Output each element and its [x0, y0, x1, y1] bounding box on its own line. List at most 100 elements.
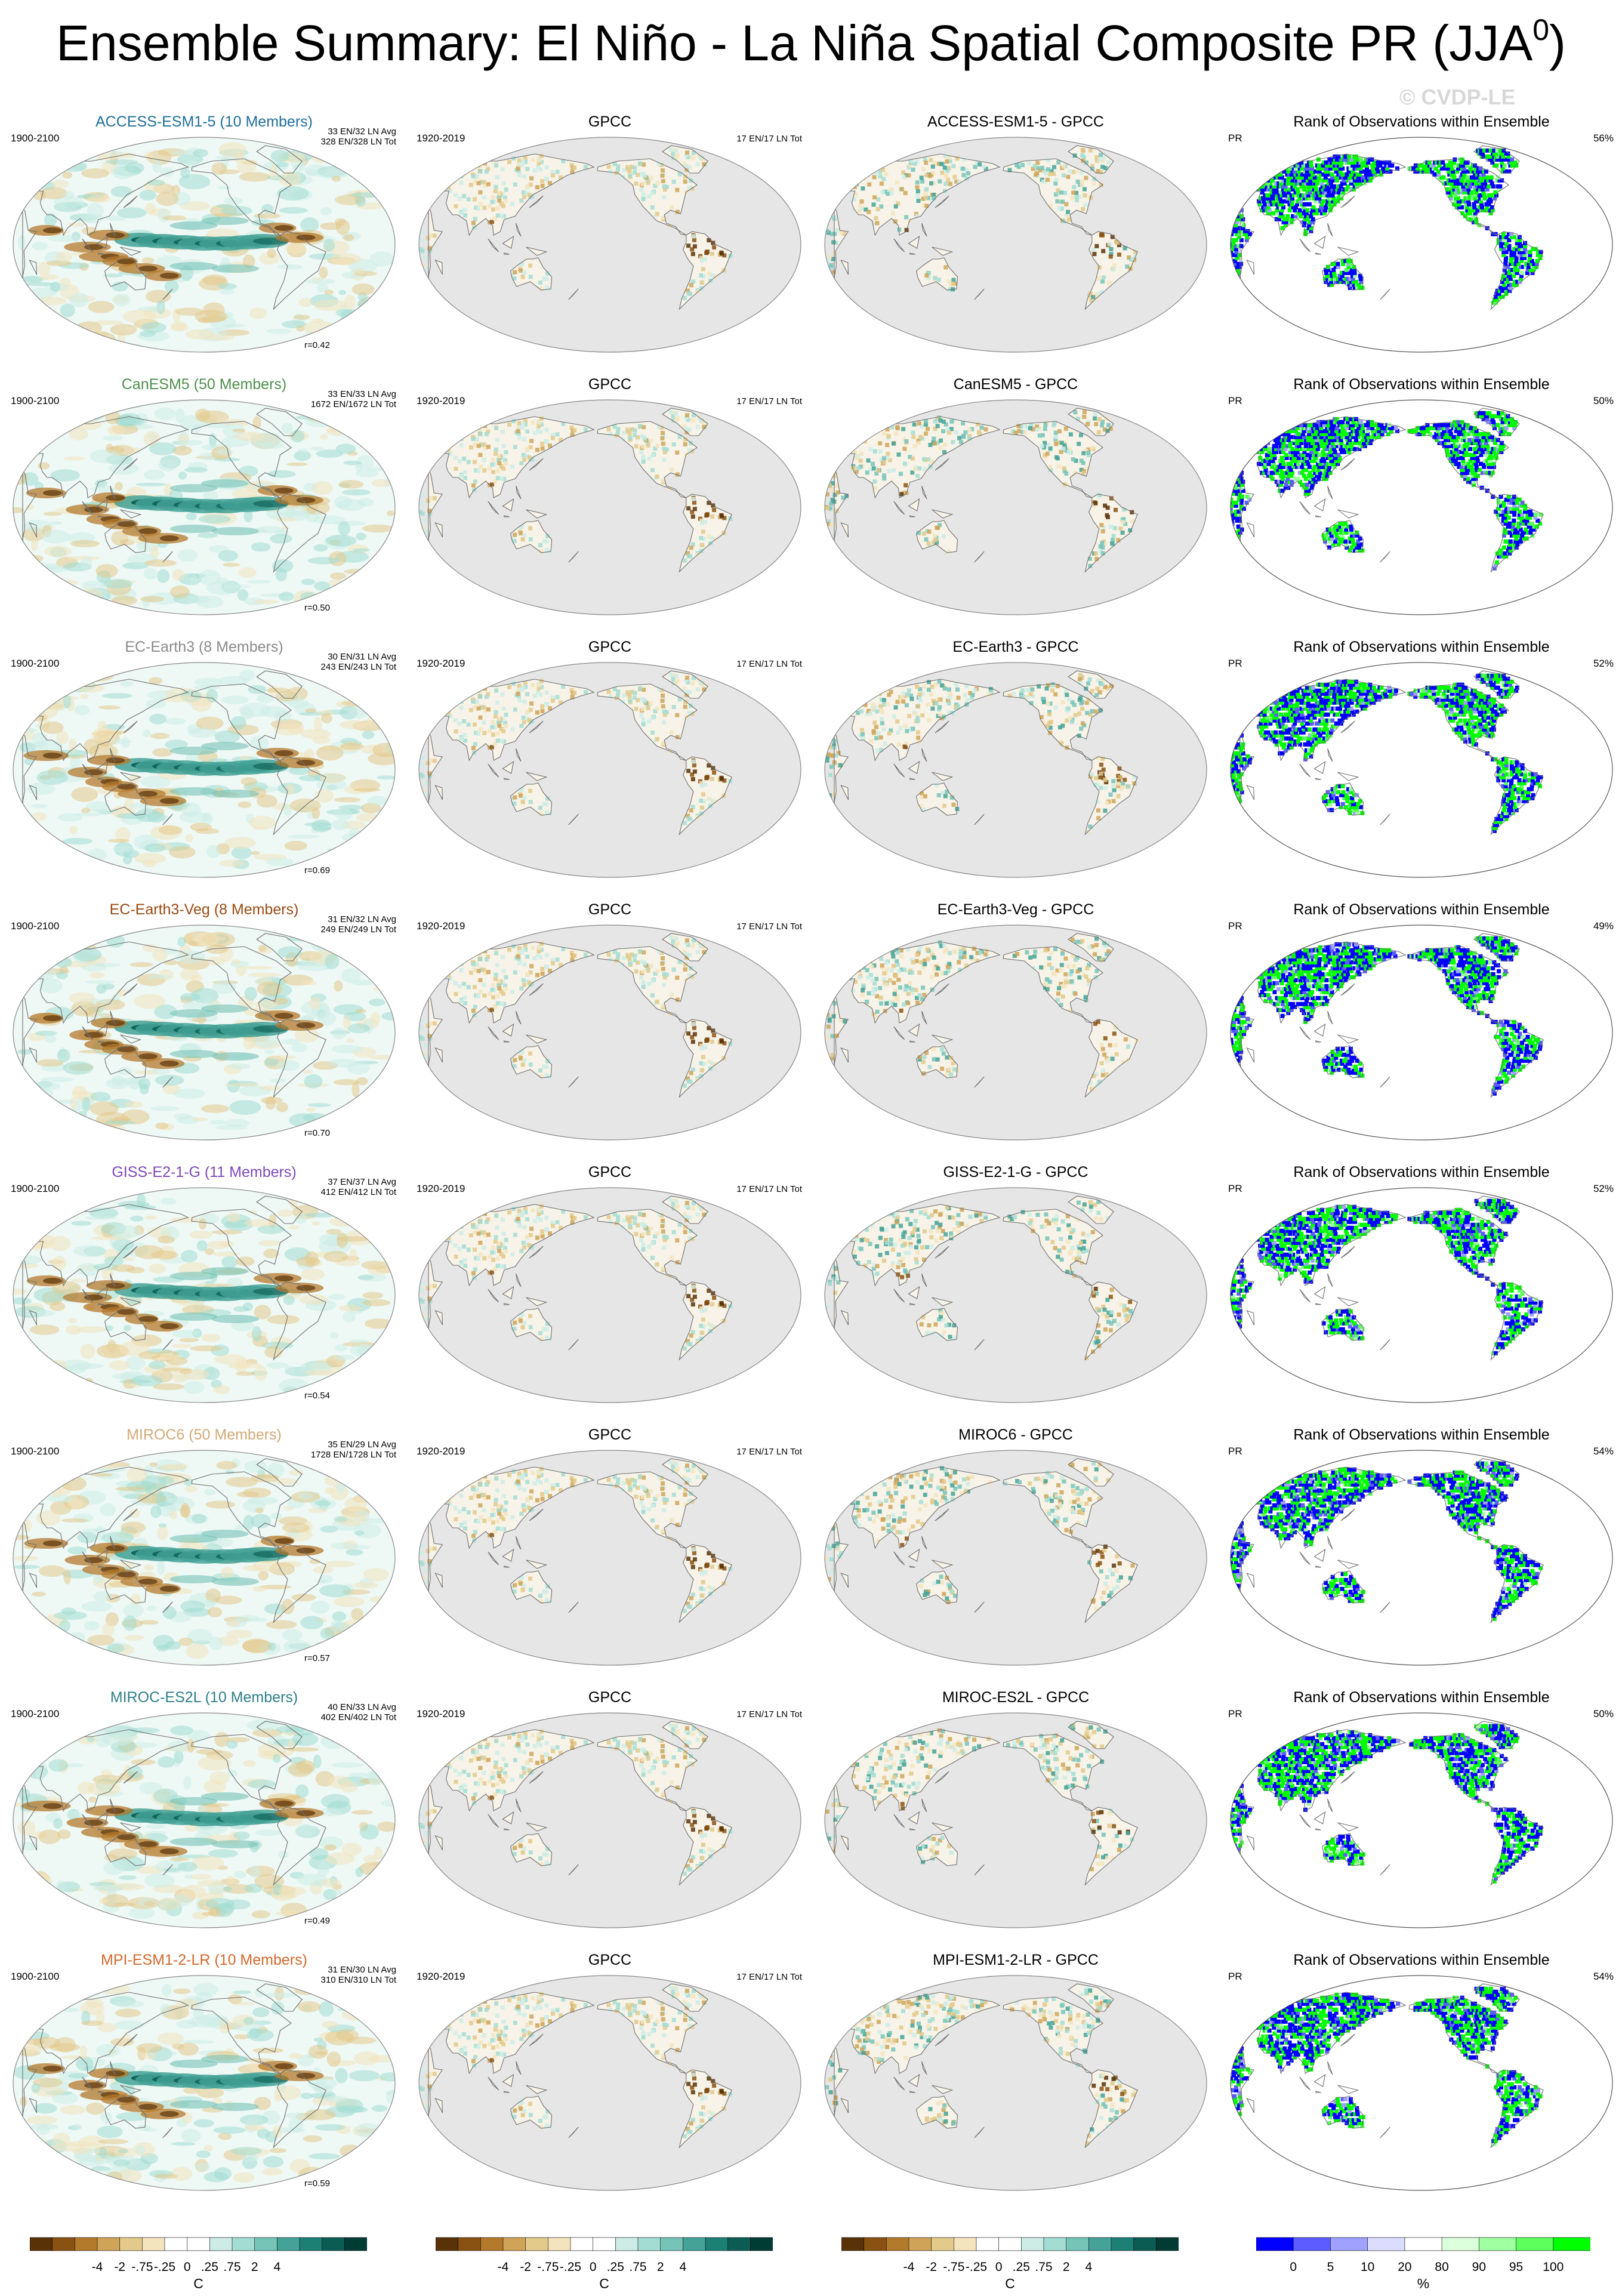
- event-total: 1672 EN/1672 LN Tot: [311, 399, 396, 409]
- map: [1225, 639, 1618, 895]
- colorbar-swatch: [503, 2238, 526, 2251]
- colorbar-composite-3-swatches: [841, 2236, 1179, 2254]
- colorbar-tick-label: 5: [1327, 2260, 1334, 2275]
- map: [413, 113, 807, 370]
- rank-percent: 54%: [1593, 1971, 1614, 1983]
- colorbar-swatch: [480, 2238, 503, 2251]
- colorbar-tick-label: -.25: [966, 2260, 987, 2275]
- colorbar-tick-label: 0: [590, 2260, 597, 2275]
- colorbar-composite-3-unit: C: [1005, 2276, 1015, 2292]
- panel-difference: MIROC6 - GPCC: [819, 1426, 1213, 1683]
- colorbar-swatch: [593, 2238, 616, 2251]
- pattern-correlation: r=0.70: [304, 1128, 330, 1138]
- colorbar-tick-label: .25: [1013, 2260, 1030, 2275]
- difference-title: ACCESS-ESM1-5 - GPCC: [819, 113, 1213, 131]
- pattern-correlation: r=0.57: [304, 1653, 330, 1663]
- colorbar-swatch: [1256, 2238, 1294, 2251]
- rank-title: Rank of Observations within Ensemble: [1225, 1952, 1618, 1969]
- event-avg: 35 EN/29 LN Avg: [311, 1440, 396, 1450]
- rank-percent: 56%: [1593, 132, 1614, 144]
- panel-difference: EC-Earth3 - GPCC: [819, 639, 1213, 895]
- map: [7, 376, 401, 633]
- difference-title: MIROC-ES2L - GPCC: [819, 1689, 1213, 1706]
- map: [1225, 1952, 1618, 2208]
- colorbar-tick-label: -.25: [154, 2260, 175, 2275]
- map: [7, 639, 401, 895]
- colorbar-swatch: [277, 2238, 300, 2251]
- pattern-correlation: r=0.69: [304, 865, 330, 876]
- observation-counts: 17 EN/17 LN Tot: [736, 922, 802, 932]
- map: [7, 1164, 401, 1420]
- map: [7, 901, 401, 1158]
- rank-percent: 54%: [1593, 1446, 1614, 1457]
- event-total: 310 EN/310 LN Tot: [321, 1975, 396, 1985]
- panel-difference: ACCESS-ESM1-5 - GPCC: [819, 113, 1213, 370]
- observation-total: 17 EN/17 LN Tot: [736, 659, 802, 669]
- colorbar-swatch: [571, 2238, 593, 2251]
- colorbar-tick-label: 95: [1509, 2260, 1523, 2275]
- colorbar-swatch: [436, 2238, 458, 2251]
- colorbar-swatch: [1479, 2238, 1516, 2251]
- rank-variable: PR: [1228, 1971, 1242, 1983]
- colorbar-swatch: [728, 2238, 751, 2251]
- colorbar-tick-label: 4: [679, 2260, 686, 2275]
- observation-title: GPCC: [413, 376, 807, 393]
- colorbar-tick-label: -2: [926, 2260, 937, 2275]
- colorbar-tick-label: .75: [223, 2260, 240, 2275]
- model-period: 1900-2100: [11, 1183, 59, 1195]
- colorbar-swatch: [1368, 2238, 1405, 2251]
- colorbar-tick-label: -.75: [537, 2260, 559, 2275]
- model-period: 1900-2100: [11, 658, 59, 670]
- event-total: 243 EN/243 LN Tot: [321, 662, 396, 672]
- rank-variable: PR: [1228, 1708, 1242, 1720]
- map: [1225, 1164, 1618, 1420]
- colorbar-swatch: [97, 2238, 120, 2251]
- model-period: 1900-2100: [11, 1971, 59, 1983]
- pattern-correlation: r=0.50: [304, 603, 330, 613]
- observation-period: 1920-2019: [417, 1183, 465, 1195]
- observation-title: GPCC: [413, 901, 807, 919]
- difference-title: MIROC6 - GPCC: [819, 1426, 1213, 1444]
- difference-title: EC-Earth3-Veg - GPCC: [819, 901, 1213, 919]
- colorbar-tick-label: 2: [657, 2260, 664, 2275]
- observation-total: 17 EN/17 LN Tot: [736, 1447, 802, 1457]
- observation-counts: 17 EN/17 LN Tot: [736, 134, 802, 144]
- difference-title: CanESM5 - GPCC: [819, 376, 1213, 393]
- rank-title: Rank of Observations within Ensemble: [1225, 376, 1618, 393]
- colorbar-swatch: [209, 2238, 232, 2251]
- event-total: 328 EN/328 LN Tot: [321, 137, 396, 147]
- colorbar-swatch: [909, 2238, 932, 2251]
- pattern-correlation: r=0.42: [304, 340, 330, 350]
- observation-title: GPCC: [413, 1689, 807, 1706]
- event-avg: 37 EN/37 LN Avg: [321, 1177, 396, 1187]
- observation-total: 17 EN/17 LN Tot: [736, 1709, 802, 1719]
- rank-percent: 52%: [1593, 1183, 1614, 1195]
- colorbar-rank-unit: %: [1417, 2276, 1429, 2292]
- colorbar-swatch: [841, 2238, 864, 2251]
- colorbar-tick-label: 4: [1085, 2260, 1092, 2275]
- colorbar-tick-label: 80: [1435, 2260, 1448, 2275]
- event-avg: 30 EN/31 LN Avg: [321, 652, 396, 662]
- rank-title: Rank of Observations within Ensemble: [1225, 639, 1618, 656]
- colorbar-swatch: [232, 2238, 255, 2251]
- observation-period: 1920-2019: [417, 395, 465, 407]
- colorbar-tick-label: -.75: [943, 2260, 964, 2275]
- colorbar-swatch: [187, 2238, 210, 2251]
- map: [7, 1689, 401, 1946]
- colorbar-swatch: [976, 2238, 999, 2251]
- map: [413, 1164, 807, 1420]
- colorbar-swatch: [1021, 2238, 1044, 2251]
- observation-counts: 17 EN/17 LN Tot: [736, 1972, 802, 1982]
- event-avg: 40 EN/33 LN Avg: [321, 1702, 396, 1712]
